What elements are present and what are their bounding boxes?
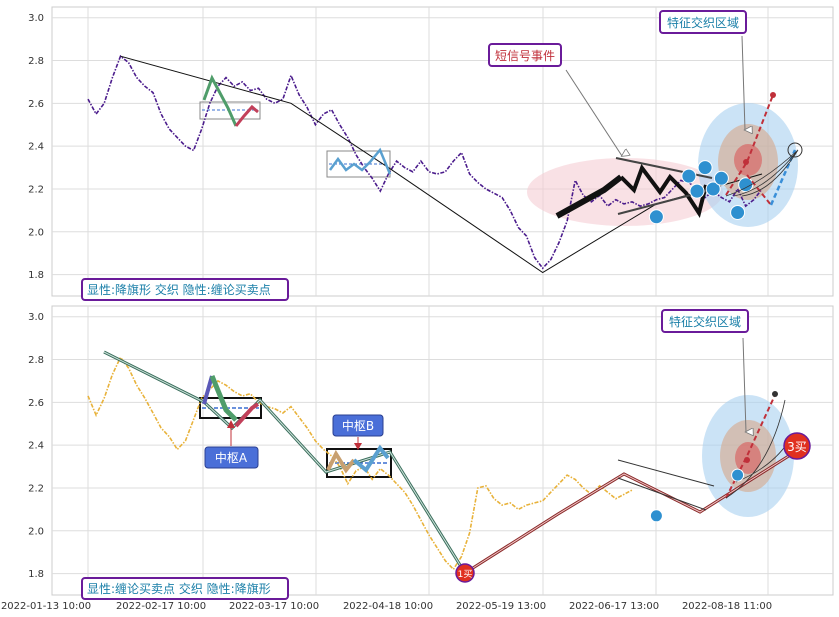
short-signal-callout-box	[488, 43, 562, 67]
feature-zone-callout-box-top	[659, 10, 747, 34]
feature-zone-arrow-bottom	[742, 337, 746, 432]
pivot-point	[681, 168, 697, 184]
x-tick-label: 2022-08-18 11:00	[682, 601, 772, 612]
y-tick-label: 2.4	[28, 441, 44, 452]
hub-b-callout: 中枢B	[342, 418, 374, 433]
top-legend-box	[81, 278, 289, 301]
hub-a-pointer-head	[227, 420, 235, 428]
zigzag-b-green	[209, 375, 238, 422]
zigzag-b-tan	[326, 449, 356, 474]
y-tick-label: 2.6	[28, 398, 44, 409]
feature-dot-bottom	[744, 457, 750, 463]
y-tick-label: 3.0	[28, 13, 44, 24]
zigzag-b-blue	[352, 444, 390, 473]
pivot-point	[697, 160, 713, 176]
bottom-legend: 显性:缠论买卖点 交织 隐性:降旗形	[87, 581, 271, 596]
pivot-point	[713, 170, 729, 186]
y-tick-label: 2.8	[28, 355, 44, 366]
hub-box-2	[326, 150, 391, 178]
x-tick-label: 2022-03-17 10:00	[229, 601, 319, 612]
y-tick-label: 2.2	[28, 483, 44, 494]
short-signal-zone	[527, 158, 723, 226]
top-panel: 1.8 2.0 2.2 2.4 2.6 2.8 3.0	[28, 6, 834, 301]
x-tick-label: 2022-06-17 13:00	[569, 601, 659, 612]
y-tick-label: 2.8	[28, 56, 44, 67]
buy-1-marker	[455, 563, 475, 583]
x-tick-label: 2022-04-18 10:00	[343, 601, 433, 612]
flag-zigzag	[619, 163, 708, 218]
hub-a-callout-box	[204, 446, 259, 469]
bottom-legend-box	[81, 577, 289, 600]
x-tick-label: 2022-01-13 10:00	[1, 601, 91, 612]
pivot-point	[731, 468, 745, 482]
prediction-red-down	[746, 174, 772, 206]
flag-thick-leg	[555, 174, 623, 219]
bottom-pivot-points	[649, 468, 745, 523]
zigzag-segment-blue	[328, 147, 392, 175]
prediction-end-dot	[770, 92, 776, 98]
pivot-point	[738, 177, 754, 193]
zigzag-b-red	[234, 402, 260, 428]
pivot-point	[705, 181, 721, 197]
zigzag-segment-green	[202, 74, 238, 127]
feature-dot-top	[743, 159, 749, 165]
feature-zone-callout-bottom: 特征交织区域	[669, 314, 741, 329]
x-axis-ticks: 2022-01-13 10:00 2022-02-17 10:00 2022-03-…	[1, 601, 772, 612]
hub-a-callout: 中枢A	[215, 450, 248, 465]
pivot-point	[689, 183, 705, 199]
feature-zone-callout-box-bottom	[661, 309, 749, 333]
bottom-panel: 1.8 2.0 2.2 2.4 2.6 2.8 3.0 1买 3买	[28, 305, 834, 600]
hub-b-pointer-head	[354, 443, 362, 450]
feature-zone-arrow-top	[741, 35, 745, 130]
buy-1-label: 1买	[458, 569, 473, 580]
bottom-prediction-dot	[772, 391, 778, 397]
top-y-axis-ticks: 1.8 2.0 2.2 2.4 2.6 2.8 3.0	[28, 13, 44, 281]
y-tick-label: 2.0	[28, 227, 44, 238]
prediction-fan	[725, 149, 799, 197]
prediction-blue-up	[769, 149, 797, 206]
bottom-flag-upper	[617, 459, 715, 487]
y-tick-label: 3.0	[28, 312, 44, 323]
y-tick-label: 2.0	[28, 526, 44, 537]
top-pivot-points	[648, 160, 754, 225]
buy-3-label: 3买	[787, 440, 807, 454]
pivot-point	[730, 205, 746, 220]
bottom-prediction-red	[725, 394, 776, 499]
buy-3-marker	[783, 432, 811, 460]
short-signal-arrow	[565, 69, 622, 156]
feature-zone-callout-top: 特征交织区域	[667, 15, 739, 30]
target-marker	[787, 142, 803, 158]
zigzag-segment-red	[234, 104, 259, 127]
zigzag-b-purple	[202, 375, 214, 405]
x-tick-label: 2022-05-19 13:00	[456, 601, 546, 612]
hub-box-1	[199, 101, 261, 120]
short-signal-callout: 短信号事件	[495, 49, 555, 63]
x-tick-label: 2022-02-17 10:00	[116, 601, 206, 612]
hub-b-box	[326, 448, 392, 478]
y-tick-label: 1.8	[28, 270, 44, 281]
y-tick-label: 1.8	[28, 569, 44, 580]
y-tick-label: 2.2	[28, 184, 44, 195]
y-tick-label: 2.6	[28, 99, 44, 110]
pivot-point	[649, 509, 663, 523]
top-price-series	[87, 54, 763, 270]
top-legend: 显性:降旗形 交织 隐性:缠论买卖点	[87, 282, 271, 297]
bottom-trend-band-2-inner	[464, 451, 796, 574]
hub-b-callout-box	[332, 414, 384, 437]
bottom-y-axis-ticks: 1.8 2.0 2.2 2.4 2.6 2.8 3.0	[28, 312, 44, 580]
bottom-flag-lower	[617, 477, 707, 511]
y-tick-label: 2.4	[28, 142, 44, 153]
pivot-point	[648, 209, 664, 225]
